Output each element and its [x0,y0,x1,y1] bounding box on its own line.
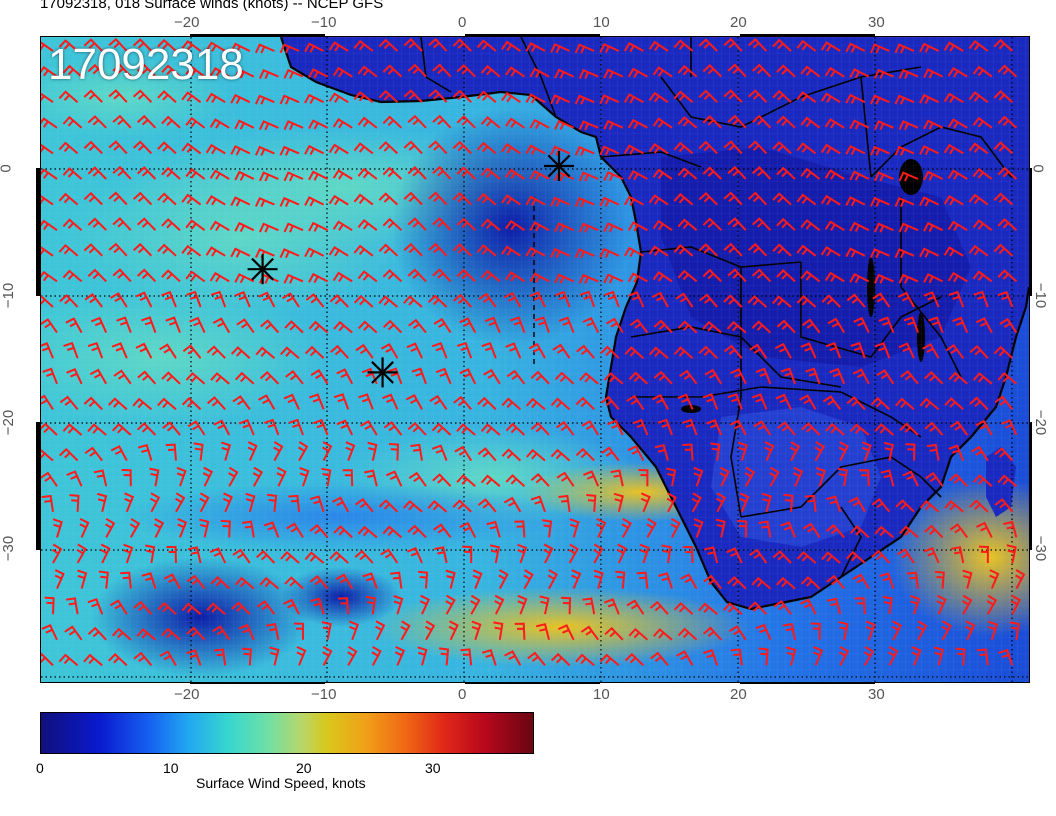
lon-tick-top: −10 [311,14,336,31]
wind-map [40,36,1030,683]
colorbar [40,712,534,754]
lat-tick-left: −30 [0,536,17,561]
lon-tick-bottom: 10 [593,686,610,703]
lat-tick-left: −10 [0,283,17,308]
lon-tick-bottom: 20 [730,686,747,703]
model-grid [41,37,1029,682]
map-stamp: 17092318 [48,40,244,90]
lon-tick-bottom: −10 [311,686,336,703]
lon-tick-top: 0 [458,14,466,31]
lon-tick-bottom: −20 [174,686,199,703]
lat-tick-right: −30 [1032,536,1049,561]
lat-tick-left: −20 [0,410,17,435]
lat-tick-right: −20 [1032,410,1049,435]
marker-star-gulf-of-guinea [544,151,574,181]
marker-star-south-atlantic [368,357,398,387]
lat-tick-left: 0 [0,164,15,172]
lon-tick-top: 30 [868,14,885,31]
lon-tick-top: 20 [730,14,747,31]
marker-star-mid-atlantic [248,254,278,284]
colorbar-tick: 0 [36,760,44,776]
colorbar-tick: 30 [425,760,441,776]
map-title: 17092318, 018 Surface winds (knots) -- N… [40,0,383,12]
lat-tick-right: 0 [1030,164,1047,172]
lon-tick-top: 10 [593,14,610,31]
lat-tick-right: −10 [1032,283,1049,308]
colorbar-label: Surface Wind Speed, knots [196,775,366,791]
lon-tick-bottom: 0 [458,686,466,703]
lon-tick-top: −20 [174,14,199,31]
lon-tick-bottom: 30 [868,686,885,703]
colorbar-tick: 10 [163,760,179,776]
colorbar-tick: 20 [296,760,312,776]
